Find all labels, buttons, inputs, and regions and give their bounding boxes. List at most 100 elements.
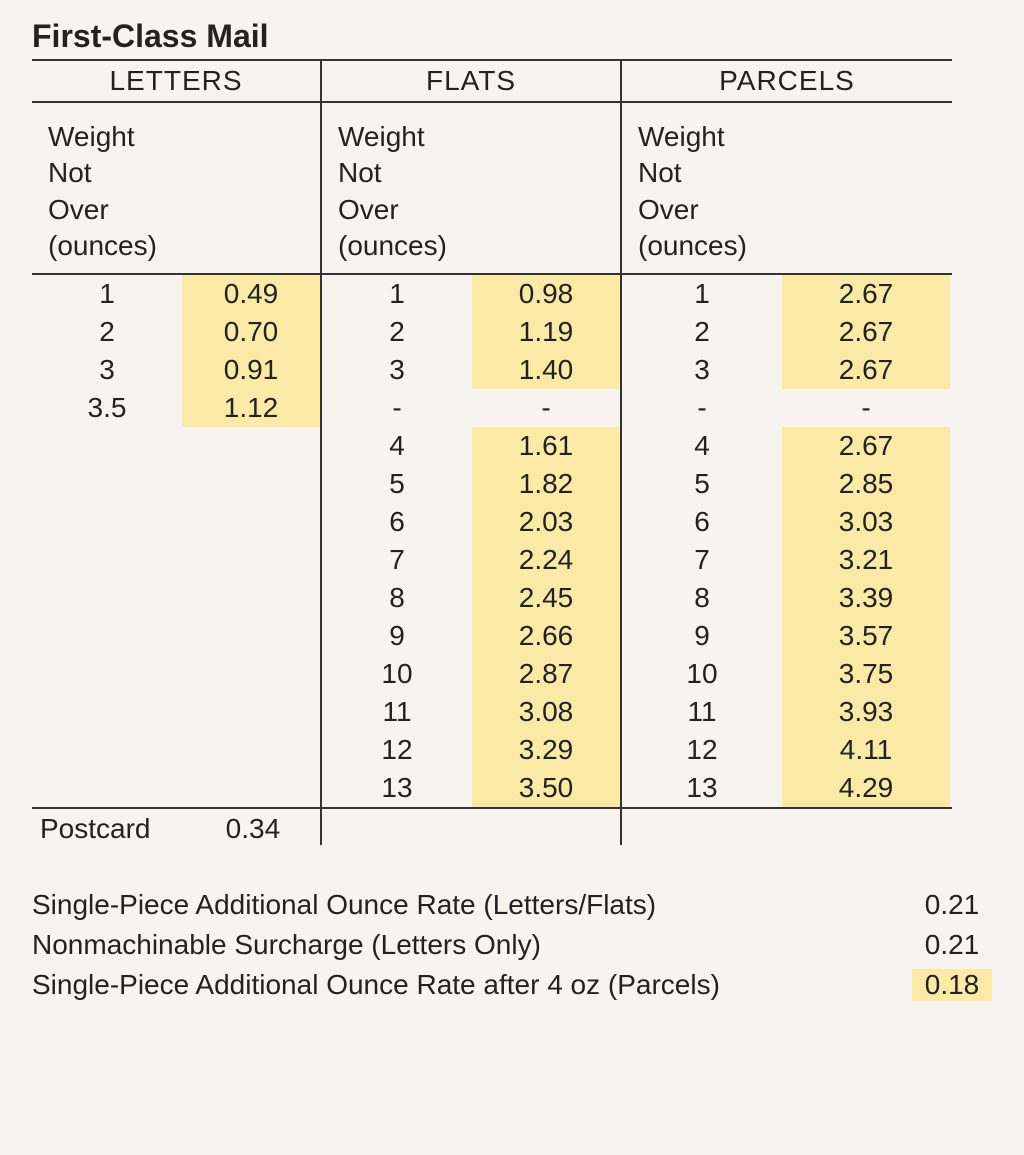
rate-row bbox=[32, 465, 320, 503]
weight-cell: 11 bbox=[622, 693, 782, 731]
rate-row: 83.39 bbox=[622, 579, 952, 617]
column-letters: LETTERS Weight Not Over (ounces) 10.4920… bbox=[32, 61, 322, 845]
rate-row: 52.85 bbox=[622, 465, 952, 503]
weight-cell: 9 bbox=[322, 617, 472, 655]
rows-letters: 10.4920.7030.913.51.12 bbox=[32, 275, 320, 809]
price-cell: 1.82 bbox=[472, 465, 620, 503]
note-label: Single-Piece Additional Ounce Rate (Lett… bbox=[32, 889, 656, 921]
rate-row: 42.67 bbox=[622, 427, 952, 465]
rate-row: 20.70 bbox=[32, 313, 320, 351]
price-cell: - bbox=[472, 389, 620, 427]
price-cell: 2.67 bbox=[782, 351, 950, 389]
weight-cell bbox=[32, 503, 182, 541]
weight-cell: 8 bbox=[622, 579, 782, 617]
price-cell: 2.24 bbox=[472, 541, 620, 579]
weight-cell: 2 bbox=[322, 313, 472, 351]
rate-row: 10.49 bbox=[32, 275, 320, 313]
price-cell: - bbox=[782, 389, 950, 427]
rate-row: 31.40 bbox=[322, 351, 620, 389]
weight-cell bbox=[32, 465, 182, 503]
price-cell: 2.03 bbox=[472, 503, 620, 541]
rate-row: 124.11 bbox=[622, 731, 952, 769]
weight-cell bbox=[32, 693, 182, 731]
price-cell: 4.29 bbox=[782, 769, 950, 807]
rate-row: 102.87 bbox=[322, 655, 620, 693]
rate-row: 133.50 bbox=[322, 769, 620, 807]
price-cell: 0.70 bbox=[182, 313, 320, 351]
rate-row: 30.91 bbox=[32, 351, 320, 389]
price-cell: 3.21 bbox=[782, 541, 950, 579]
rate-row: -- bbox=[622, 389, 952, 427]
rows-flats: 10.9821.1931.40--41.6151.8262.0372.2482.… bbox=[322, 275, 620, 809]
rate-row: 32.67 bbox=[622, 351, 952, 389]
weight-cell: 11 bbox=[322, 693, 472, 731]
subhead-line: Over bbox=[638, 192, 952, 228]
rate-row: 103.75 bbox=[622, 655, 952, 693]
price-cell: 3.29 bbox=[472, 731, 620, 769]
rate-row: 63.03 bbox=[622, 503, 952, 541]
weight-cell: 13 bbox=[622, 769, 782, 807]
price-cell: 3.50 bbox=[472, 769, 620, 807]
weight-cell: 5 bbox=[322, 465, 472, 503]
price-cell: 0.98 bbox=[472, 275, 620, 313]
rate-row: 82.45 bbox=[322, 579, 620, 617]
weight-cell bbox=[32, 579, 182, 617]
rate-row: 12.67 bbox=[622, 275, 952, 313]
column-flats: FLATS Weight Not Over (ounces) 10.9821.1… bbox=[322, 61, 622, 845]
subhead-line: Weight bbox=[48, 119, 320, 155]
column-subheader-parcels: Weight Not Over (ounces) bbox=[622, 103, 952, 275]
price-cell bbox=[182, 465, 320, 503]
weight-cell bbox=[32, 617, 182, 655]
column-header-parcels: PARCELS bbox=[622, 61, 952, 103]
rate-row: 62.03 bbox=[322, 503, 620, 541]
rate-row: 92.66 bbox=[322, 617, 620, 655]
rate-row bbox=[32, 427, 320, 465]
weight-cell: 3 bbox=[32, 351, 182, 389]
price-cell: 2.67 bbox=[782, 427, 950, 465]
rate-row: 51.82 bbox=[322, 465, 620, 503]
rate-row bbox=[32, 579, 320, 617]
weight-cell: 9 bbox=[622, 617, 782, 655]
price-cell: 3.39 bbox=[782, 579, 950, 617]
price-cell: 1.12 bbox=[182, 389, 320, 427]
weight-cell bbox=[32, 731, 182, 769]
price-cell: 2.87 bbox=[472, 655, 620, 693]
price-cell: 3.57 bbox=[782, 617, 950, 655]
rate-row: 93.57 bbox=[622, 617, 952, 655]
price-cell bbox=[182, 731, 320, 769]
rate-row: 21.19 bbox=[322, 313, 620, 351]
price-cell: 2.67 bbox=[782, 313, 950, 351]
weight-cell: 6 bbox=[322, 503, 472, 541]
rate-row bbox=[32, 503, 320, 541]
subhead-line: (ounces) bbox=[338, 228, 620, 264]
note-label: Single-Piece Additional Ounce Rate after… bbox=[32, 969, 720, 1001]
price-cell bbox=[182, 503, 320, 541]
subhead-line: Not bbox=[48, 155, 320, 191]
rate-row: -- bbox=[322, 389, 620, 427]
weight-cell: 3 bbox=[622, 351, 782, 389]
weight-cell bbox=[32, 427, 182, 465]
price-cell: 3.08 bbox=[472, 693, 620, 731]
price-cell: 2.66 bbox=[472, 617, 620, 655]
note-row: Single-Piece Additional Ounce Rate (Lett… bbox=[32, 885, 992, 925]
rate-row: 123.29 bbox=[322, 731, 620, 769]
note-row: Nonmachinable Surcharge (Letters Only)0.… bbox=[32, 925, 992, 965]
subhead-line: Over bbox=[338, 192, 620, 228]
rate-row: 113.08 bbox=[322, 693, 620, 731]
weight-cell: 10 bbox=[322, 655, 472, 693]
page-title: First-Class Mail bbox=[32, 18, 992, 55]
price-cell: 0.91 bbox=[182, 351, 320, 389]
weight-cell: 4 bbox=[322, 427, 472, 465]
weight-cell: 7 bbox=[322, 541, 472, 579]
subhead-line: Over bbox=[48, 192, 320, 228]
subhead-line: (ounces) bbox=[638, 228, 952, 264]
weight-cell: 1 bbox=[322, 275, 472, 313]
weight-cell: - bbox=[622, 389, 782, 427]
weight-cell bbox=[32, 541, 182, 579]
price-cell: 2.85 bbox=[782, 465, 950, 503]
weight-cell: - bbox=[322, 389, 472, 427]
page: First-Class Mail LETTERS Weight Not Over… bbox=[0, 0, 1024, 1065]
subhead-line: Weight bbox=[338, 119, 620, 155]
subhead-line: (ounces) bbox=[48, 228, 320, 264]
rate-row: 41.61 bbox=[322, 427, 620, 465]
